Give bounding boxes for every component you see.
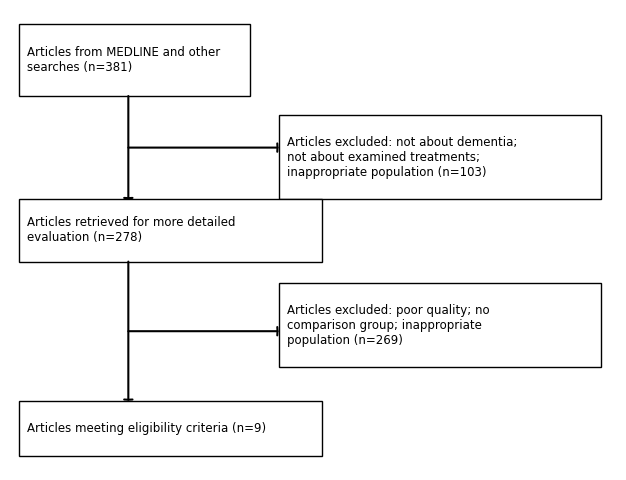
FancyBboxPatch shape bbox=[19, 199, 322, 262]
FancyBboxPatch shape bbox=[279, 115, 601, 199]
FancyBboxPatch shape bbox=[19, 24, 250, 96]
Text: Articles from MEDLINE and other
searches (n=381): Articles from MEDLINE and other searches… bbox=[27, 46, 220, 74]
FancyBboxPatch shape bbox=[19, 401, 322, 456]
Text: Articles excluded: poor quality; no
comparison group; inappropriate
population (: Articles excluded: poor quality; no comp… bbox=[287, 304, 490, 347]
FancyBboxPatch shape bbox=[279, 283, 601, 367]
Text: Articles excluded: not about dementia;
not about examined treatments;
inappropri: Articles excluded: not about dementia; n… bbox=[287, 136, 517, 179]
Text: Articles meeting eligibility criteria (n=9): Articles meeting eligibility criteria (n… bbox=[27, 422, 266, 435]
Text: Articles retrieved for more detailed
evaluation (n=278): Articles retrieved for more detailed eva… bbox=[27, 216, 235, 244]
